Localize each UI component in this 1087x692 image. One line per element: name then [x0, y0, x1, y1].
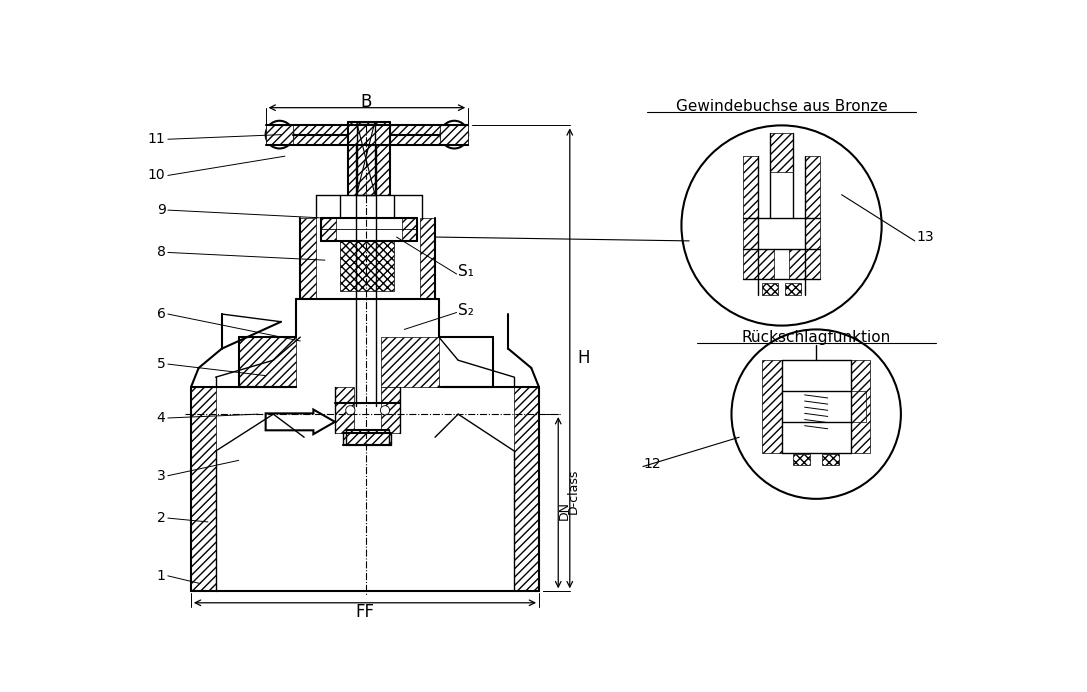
Text: 13: 13 — [916, 230, 934, 244]
Text: 2: 2 — [157, 511, 165, 525]
Bar — [744, 156, 759, 280]
Text: DN: DN — [558, 501, 571, 520]
Bar — [348, 122, 389, 194]
Bar — [770, 133, 794, 172]
Bar — [786, 283, 801, 295]
Text: FF: FF — [355, 603, 375, 621]
Text: 9: 9 — [157, 203, 165, 217]
Text: Gewindebuchse aus Bronze: Gewindebuchse aus Bronze — [676, 99, 887, 113]
Circle shape — [346, 406, 355, 415]
Bar — [420, 218, 435, 299]
Text: 1: 1 — [157, 569, 165, 583]
Text: 10: 10 — [148, 168, 165, 183]
Bar — [402, 218, 417, 241]
Circle shape — [682, 125, 882, 326]
Text: Rückschlagfunktion: Rückschlagfunktion — [741, 329, 891, 345]
Bar — [342, 433, 391, 445]
Bar — [347, 430, 389, 445]
Bar — [762, 361, 782, 453]
Circle shape — [732, 329, 901, 499]
Bar — [759, 248, 774, 280]
Text: 12: 12 — [642, 457, 661, 471]
Bar — [851, 361, 870, 453]
Bar — [514, 388, 539, 591]
Text: H: H — [577, 349, 590, 367]
Bar — [300, 218, 315, 299]
Bar — [335, 388, 354, 433]
Text: S₁: S₁ — [458, 264, 474, 279]
Circle shape — [265, 121, 293, 149]
Text: 11: 11 — [148, 132, 165, 146]
Text: 5: 5 — [157, 357, 165, 371]
Circle shape — [440, 121, 468, 149]
Bar — [789, 248, 804, 280]
Bar — [265, 125, 293, 145]
Text: S₂: S₂ — [458, 302, 474, 318]
Circle shape — [380, 406, 389, 415]
Text: 3: 3 — [157, 468, 165, 483]
Bar — [762, 283, 777, 295]
Text: 6: 6 — [157, 307, 165, 321]
Bar — [382, 337, 439, 388]
Text: D-class: D-class — [567, 468, 580, 514]
FancyArrow shape — [265, 410, 335, 434]
Text: 8: 8 — [157, 246, 165, 260]
Bar — [804, 156, 820, 280]
Text: B: B — [360, 93, 372, 111]
Bar — [851, 391, 866, 422]
Bar — [340, 241, 395, 291]
Bar — [191, 388, 215, 591]
Bar — [794, 454, 810, 465]
Bar — [239, 337, 297, 388]
Bar — [265, 125, 468, 145]
Text: 4: 4 — [157, 411, 165, 425]
Bar — [382, 388, 400, 433]
Bar — [321, 218, 337, 241]
Bar — [823, 454, 839, 465]
Bar — [440, 125, 468, 145]
